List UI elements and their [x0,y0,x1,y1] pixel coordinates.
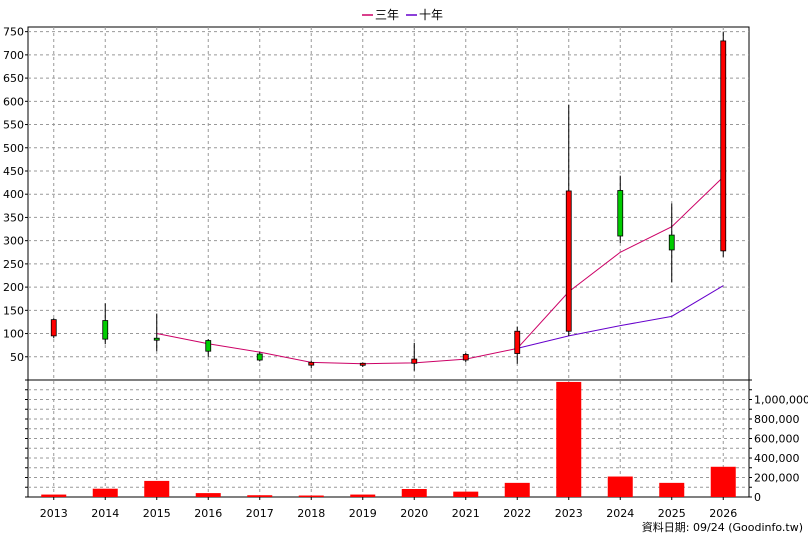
volume-axis-ticks: 0 200,000 400,000 600,000 800,000 1,000,000 [25,379,808,504]
price-tick-label: 50 [10,351,24,364]
volume-bar [350,494,376,497]
candle-body [256,353,263,361]
volume-bar [41,494,67,497]
candle-body [617,190,624,237]
volume-bar [710,466,736,497]
volume-tick-label: 400,000 [754,452,800,465]
gridlines [28,27,749,497]
ma-line-十年 [517,285,724,349]
x-tick-label: 2013 [40,507,68,520]
candle-body [308,361,315,366]
volume-tick-label: 800,000 [754,413,800,426]
moving-average-lines [156,176,724,365]
volume-bar [556,381,582,497]
price-tick-label: 700 [3,49,24,62]
source-note: 資料日期: 09/24 (Goodinfo.tw) [642,520,803,534]
candle-body [102,320,109,340]
volume-tick-label: 0 [754,491,761,504]
volume-bar [92,488,118,497]
price-axis-ticks: 50 100 150 200 250 300 350 400 450 500 550 600 650 70… [3,26,28,364]
x-tick-label: 2018 [297,507,325,520]
x-tick-label: 2020 [400,507,428,520]
volume-tick-label: 1,000,000 [754,394,808,407]
price-tick-label: 200 [3,281,24,294]
volume-bar [144,480,170,497]
ma-line-三年 [156,176,724,365]
price-tick-label: 100 [3,328,24,341]
candle-body [359,362,366,366]
price-tick-label: 600 [3,95,24,108]
x-tick-label: 2014 [91,507,119,520]
volume-bar [607,476,633,497]
candle-body [565,190,572,332]
price-tick-label: 300 [3,235,24,248]
x-tick-label: 2024 [606,507,634,520]
price-tick-label: 400 [3,188,24,201]
candle-body [411,358,418,364]
x-tick-label: 2023 [555,507,583,520]
price-tick-label: 500 [3,142,24,155]
volume-bar [298,495,324,497]
volume-bar [659,482,685,497]
price-panel [27,26,750,381]
volume-tick-label: 200,000 [754,472,800,485]
price-tick-label: 750 [3,26,24,39]
x-tick-label: 2015 [143,507,171,520]
volume-bar [247,495,273,497]
candle-body [514,330,521,354]
price-tick-label: 350 [3,211,24,224]
x-axis-ticks: 2013 2014 2015 2016 2017 2018 2019 2020 2021 2022… [40,497,737,520]
price-tick-label: 450 [3,165,24,178]
volume-bar [453,491,479,497]
candle-body [50,319,57,337]
x-tick-label: 2021 [452,507,480,520]
legend-label-ten-year: 十年 [419,8,443,22]
price-tick-label: 550 [3,119,24,132]
candle-body [462,354,469,361]
price-tick-label: 650 [3,72,24,85]
x-tick-label: 2025 [658,507,686,520]
x-tick-label: 2026 [709,507,737,520]
price-tick-label: 150 [3,304,24,317]
x-tick-label: 2016 [194,507,222,520]
legend-label-three-year: 三年 [375,8,399,22]
volume-tick-label: 600,000 [754,433,800,446]
candle-body [720,40,727,252]
price-tick-label: 250 [3,258,24,271]
candle-body [205,340,212,352]
x-tick-label: 2019 [349,507,377,520]
legend: 三年 十年 [362,8,443,22]
volume-bars [41,381,736,497]
candle-body [153,337,160,341]
volume-bar [401,489,427,497]
candles [50,31,727,371]
candle-body [668,234,675,251]
volume-bar [504,482,530,497]
x-tick-label: 2017 [246,507,274,520]
volume-bar [195,493,221,497]
x-tick-label: 2022 [503,507,531,520]
